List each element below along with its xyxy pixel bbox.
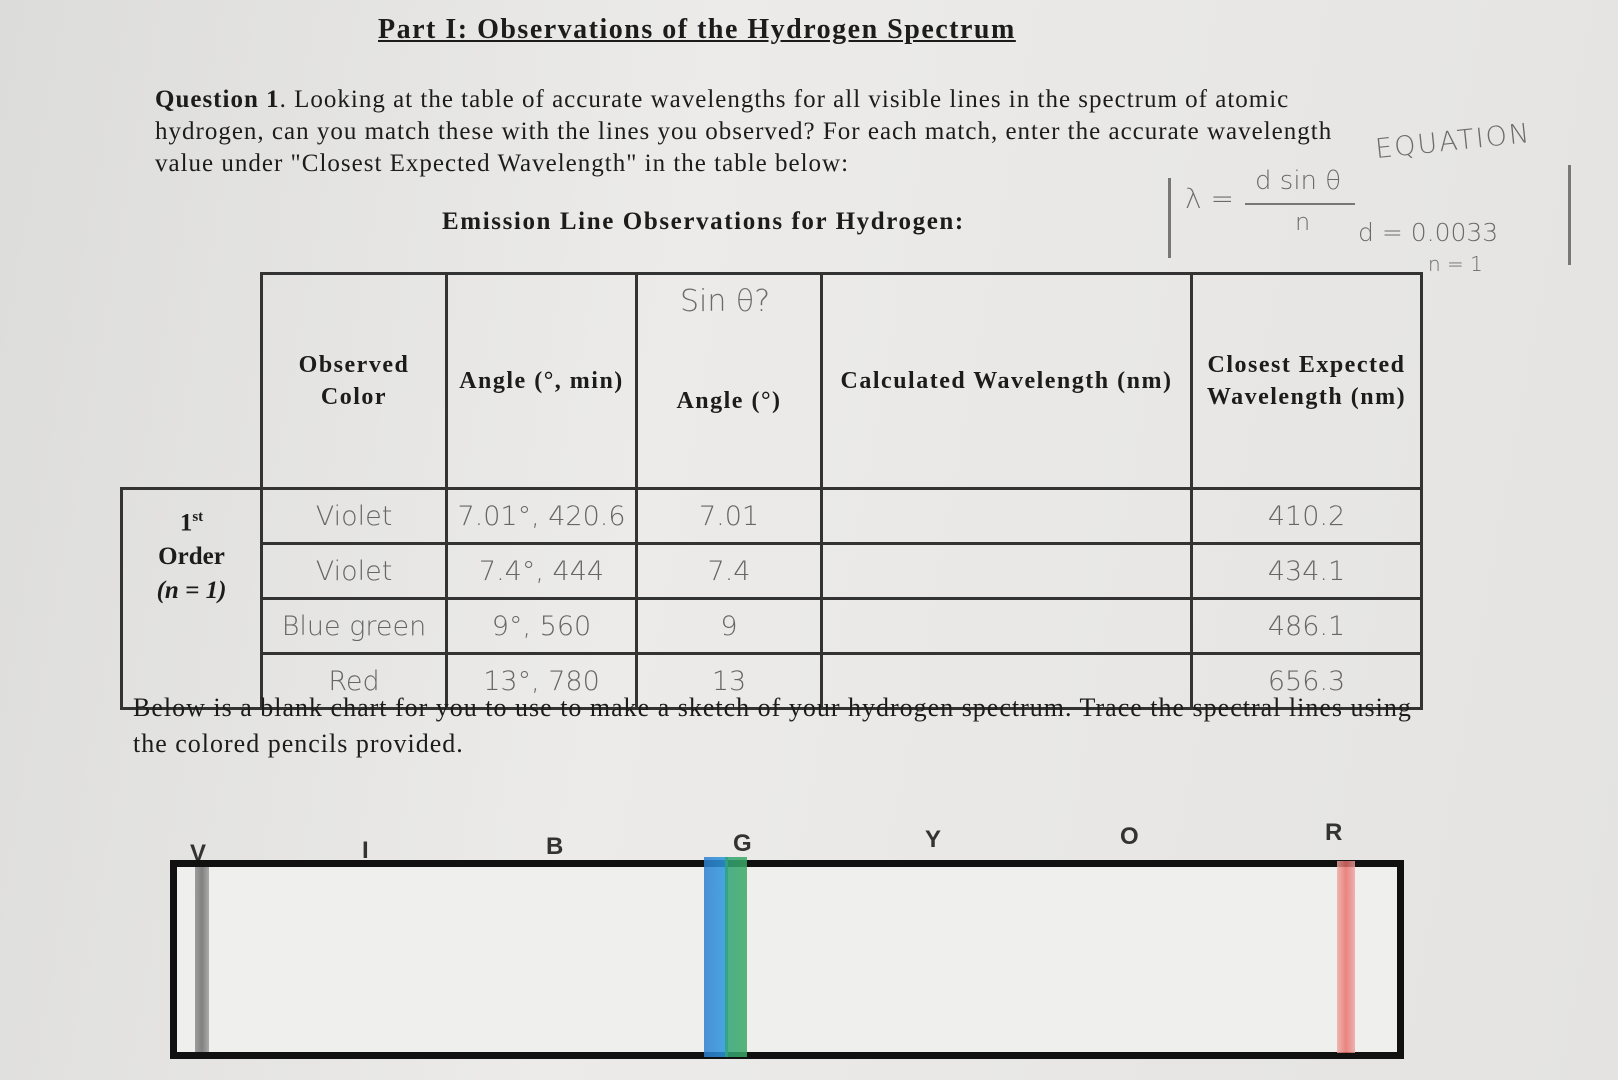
question-text: . Looking at the table of accurate wavel… bbox=[155, 86, 1333, 177]
d-value: d = 0.0033 bbox=[1358, 218, 1499, 247]
spectrum-label: G bbox=[733, 829, 752, 857]
cell: 13 bbox=[635, 652, 823, 710]
ordinal-number: 1 bbox=[179, 509, 193, 537]
fraction-bar bbox=[1245, 203, 1355, 205]
equation-label: EQUATION bbox=[1373, 117, 1533, 166]
cell: 7.01°, 420.6 bbox=[445, 487, 638, 545]
n-value: n = 1 bbox=[1428, 252, 1483, 276]
ordinal-suffix: st bbox=[192, 509, 204, 525]
data-row: 1st Order (n = 1) Violet 7.01°, 420.6 7.01 410… bbox=[120, 487, 1423, 710]
formula-lambda: λ = bbox=[1185, 182, 1234, 215]
order-n: (n = 1) bbox=[156, 577, 227, 605]
header-row: Observed Color Angle (°, min) Angle (°) Cal… bbox=[121, 272, 1423, 490]
data-row: Violet 7.4°, 444 7.4 434.1 bbox=[122, 542, 1423, 600]
bracket bbox=[1568, 165, 1571, 265]
spectrum-label: Y bbox=[925, 826, 942, 853]
spectrum-label: B bbox=[546, 833, 564, 860]
cell: Violet bbox=[260, 487, 448, 545]
empty-cell bbox=[820, 487, 1193, 545]
cell: 656.3 bbox=[1190, 652, 1423, 710]
green-line bbox=[725, 857, 747, 1057]
spectrum-label: R bbox=[1325, 819, 1343, 846]
order-ordinal: 1st bbox=[123, 500, 260, 540]
question-label: Question 1 bbox=[155, 86, 280, 113]
data-row: Red 13°, 780 13 656.3 bbox=[122, 652, 1423, 710]
formula-denominator: n bbox=[1295, 208, 1311, 236]
spectrum-label: O bbox=[1120, 822, 1139, 850]
cell: 13°, 780 bbox=[445, 652, 638, 710]
header-cell: Angle (°) bbox=[635, 272, 823, 490]
order-cell: 1st Order (n = 1) bbox=[120, 487, 263, 710]
red-line bbox=[1337, 861, 1355, 1054]
spectrum-label: I bbox=[362, 836, 369, 864]
cell: 486.1 bbox=[1190, 597, 1423, 655]
spectrum-box bbox=[170, 857, 1404, 1059]
cell: Violet bbox=[260, 542, 448, 600]
order-word: Order bbox=[158, 543, 225, 571]
observation-table: Observed Color Angle (°, min) Angle (°) Cal… bbox=[120, 272, 1423, 710]
formula-numerator: d sin θ bbox=[1255, 166, 1342, 196]
empty-cell bbox=[820, 652, 1193, 710]
cell: 7.4 bbox=[635, 542, 823, 600]
cell: 9 bbox=[635, 597, 823, 655]
header-cell: Closest Expected Wavelength (nm) bbox=[1190, 272, 1423, 490]
cell: Red bbox=[260, 652, 448, 710]
empty-cell bbox=[820, 542, 1193, 600]
cell: 434.1 bbox=[1190, 542, 1423, 600]
header-cell: Calculated Wavelength (nm) bbox=[820, 272, 1193, 490]
blue-line bbox=[704, 857, 728, 1057]
empty-cell bbox=[820, 597, 1193, 655]
question: Question 1. Looking at the table of accu… bbox=[155, 84, 1380, 180]
cell: 7.01 bbox=[635, 487, 823, 545]
cell: 9°, 560 bbox=[445, 597, 638, 655]
header-cell: Angle (°, min) bbox=[445, 272, 638, 490]
blank-cell bbox=[121, 273, 263, 490]
cell: 7.4°, 444 bbox=[445, 542, 638, 600]
violet-line bbox=[195, 867, 209, 1052]
data-row: Blue green 9°, 560 9 486.1 bbox=[122, 597, 1423, 655]
title: Part I: Observations of the Hydrogen Spe… bbox=[378, 14, 1016, 45]
bracket bbox=[1168, 178, 1171, 258]
instructions: Below is a blank chart for you to use to… bbox=[133, 693, 1412, 758]
cell: Blue green bbox=[260, 597, 448, 655]
header-cell: Observed Color bbox=[260, 272, 448, 490]
table-caption: Emission Line Observations for Hydrogen: bbox=[442, 208, 965, 235]
cell: 410.2 bbox=[1190, 487, 1423, 545]
